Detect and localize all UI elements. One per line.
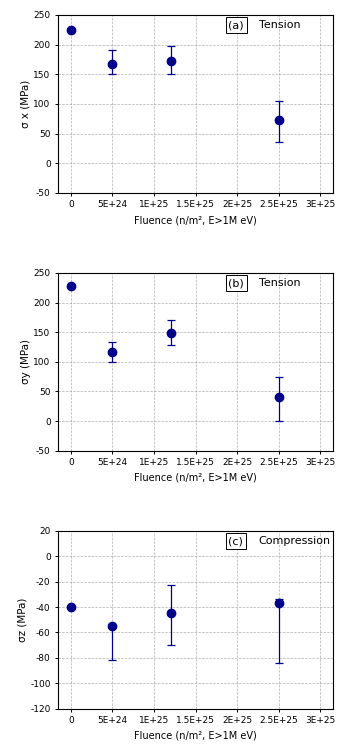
Y-axis label: σ x (MPa): σ x (MPa) bbox=[21, 80, 31, 128]
Text: Compression: Compression bbox=[259, 536, 331, 546]
Text: (c): (c) bbox=[228, 536, 243, 546]
Text: (b): (b) bbox=[228, 278, 244, 288]
Text: (a): (a) bbox=[228, 20, 244, 31]
Y-axis label: σz (MPa): σz (MPa) bbox=[17, 598, 27, 642]
X-axis label: Fluence (n/m², E>1M eV): Fluence (n/m², E>1M eV) bbox=[134, 731, 257, 741]
Y-axis label: σy (MPa): σy (MPa) bbox=[21, 339, 31, 384]
X-axis label: Fluence (n/m², E>1M eV): Fluence (n/m², E>1M eV) bbox=[134, 215, 257, 225]
Text: Tension: Tension bbox=[259, 20, 300, 31]
Text: Tension: Tension bbox=[259, 278, 300, 288]
X-axis label: Fluence (n/m², E>1M eV): Fluence (n/m², E>1M eV) bbox=[134, 473, 257, 483]
